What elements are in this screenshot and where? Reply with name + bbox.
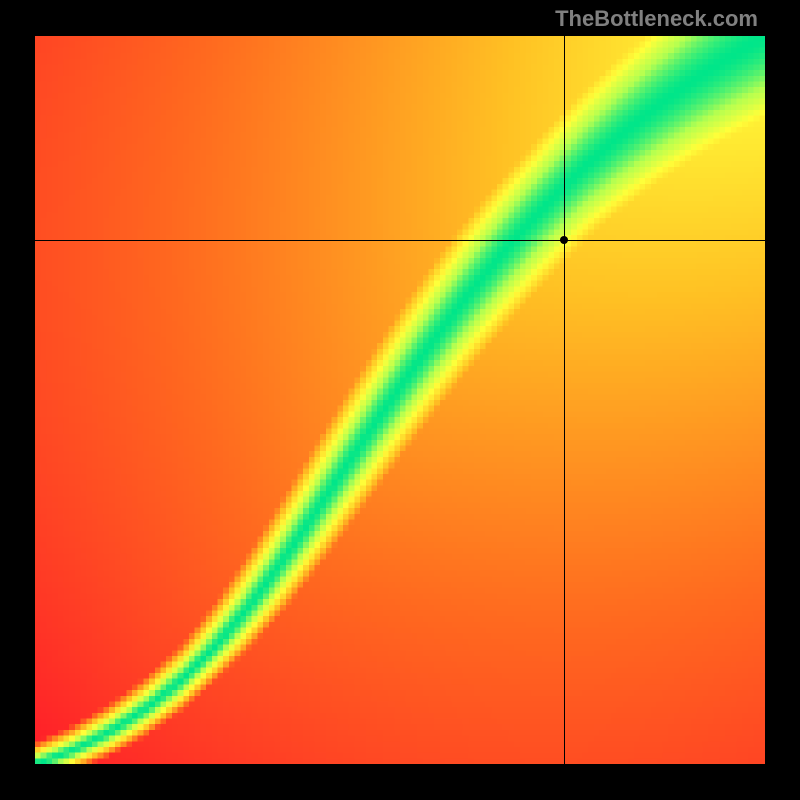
selection-marker (560, 236, 568, 244)
watermark-text: TheBottleneck.com (555, 6, 758, 32)
heatmap-canvas (35, 36, 765, 764)
bottleneck-heatmap (35, 36, 765, 764)
crosshair-horizontal (35, 240, 765, 241)
crosshair-vertical (564, 36, 565, 764)
